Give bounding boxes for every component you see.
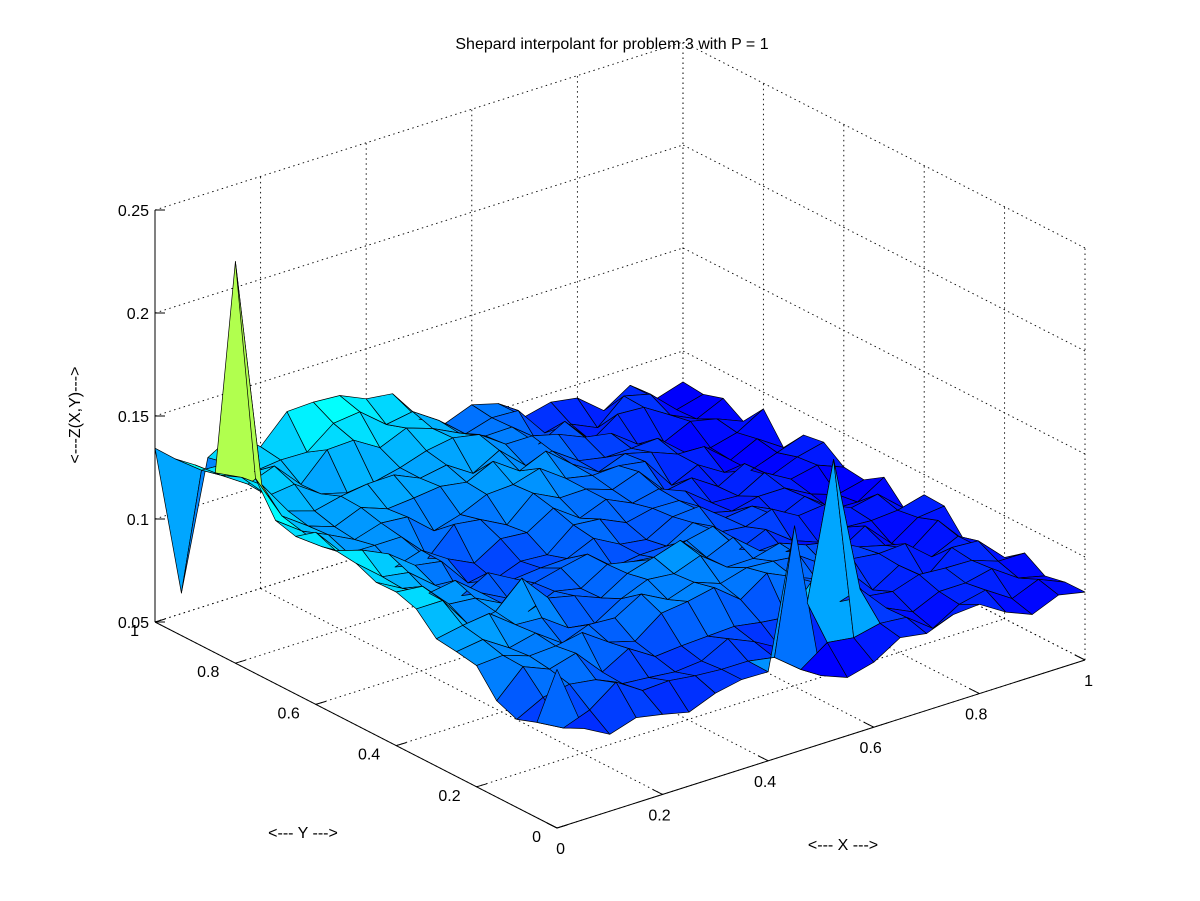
sidewall-grid-z [682, 144, 1086, 352]
surface-mesh [154, 261, 1086, 735]
x-tick-label: 0.2 [648, 807, 670, 824]
y-tick-label: 1 [130, 623, 139, 640]
tick-mark [476, 783, 487, 788]
y-tick-label: 0.4 [358, 747, 380, 764]
tick-mark [546, 822, 558, 829]
chart-title: Shepard interpolant for problem 3 with P… [455, 36, 768, 53]
tick-mark [757, 755, 769, 762]
tick-mark [396, 742, 407, 747]
tick-mark [235, 659, 246, 664]
tick-mark [863, 721, 875, 728]
z-tick-label: 0.05 [118, 615, 149, 632]
axis-ticks: 00.20.40.60.8100.20.40.60.810.050.10.150… [118, 203, 1093, 858]
sidewall-grid-z [682, 41, 1086, 249]
z-axis-label: <---Z(X,Y)---> [67, 367, 84, 464]
y-tick-label: 0.2 [438, 788, 460, 805]
tick-mark [1074, 654, 1086, 661]
y-tick-label: 0.8 [197, 664, 219, 681]
z-tick-label: 0.15 [118, 409, 149, 426]
z-tick-label: 0.2 [127, 306, 149, 323]
x-tick-label: 0.8 [965, 707, 987, 724]
x-axis-label: <--- X ---> [808, 837, 878, 854]
x-axis-line [556, 659, 1086, 829]
sidewall-grid-z [682, 247, 1086, 455]
y-axis-line [154, 621, 558, 829]
y-tick-label: 0 [532, 829, 541, 846]
floor-grid-x [260, 587, 663, 795]
surface-patch [1038, 578, 1086, 596]
x-tick-label: 0.6 [860, 740, 882, 757]
tick-mark [315, 700, 326, 705]
x-tick-label: 0 [556, 841, 565, 858]
z-tick-label: 0.25 [118, 203, 149, 220]
z-tick-label: 0.1 [127, 512, 149, 529]
y-tick-label: 0.6 [278, 705, 300, 722]
tick-mark [652, 788, 663, 795]
tick-mark [969, 688, 980, 695]
sidewall-grid-z [682, 350, 1086, 558]
x-tick-label: 1 [1084, 673, 1093, 690]
x-tick-label: 0.4 [754, 774, 776, 791]
tick-mark [556, 824, 568, 829]
y-axis-label: <--- Y ---> [268, 825, 338, 842]
